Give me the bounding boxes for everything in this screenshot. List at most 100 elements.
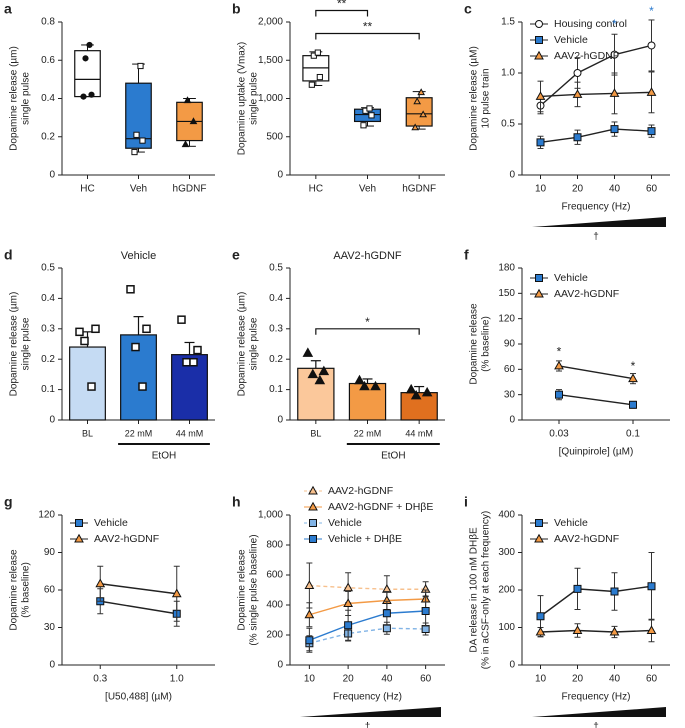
series-marker: [646, 625, 657, 634]
x-axis-label: [Quinpirole] (µM): [559, 447, 634, 458]
significance-label: **: [363, 20, 373, 34]
y-tick-label: 1.0: [501, 68, 515, 79]
panel-letter: h: [232, 494, 241, 510]
y-tick-label: 0.5: [501, 119, 515, 130]
data-point: [183, 96, 192, 104]
legend-marker: [74, 533, 84, 543]
panel-letter: e: [232, 247, 240, 263]
panel-letter: f: [464, 247, 469, 263]
series-marker: [536, 138, 545, 147]
series-marker: [304, 609, 315, 619]
legend-marker: [308, 501, 318, 511]
series-marker: [572, 89, 583, 98]
data-point: [139, 137, 146, 144]
legend-label: AAV2-hGDNF + DHβE: [328, 501, 433, 513]
x-tick-label: 20: [572, 674, 584, 685]
legend-label: Vehicle: [554, 272, 588, 284]
group-label: EtOH: [152, 451, 176, 462]
y-tick-label: 0.3: [269, 323, 283, 334]
y-tick-label: 400: [498, 510, 515, 521]
panel-letter: g: [4, 494, 13, 510]
legend-marker: [534, 533, 544, 543]
legend-marker: [309, 519, 317, 527]
series-marker: [610, 587, 619, 596]
y-tick-label: 150: [498, 288, 515, 299]
data-point: [189, 357, 198, 367]
series-marker: [344, 621, 353, 630]
y-tick-label: 300: [498, 547, 515, 558]
x-tick-label: Veh: [359, 184, 376, 195]
series-line: [558, 393, 634, 406]
series-marker: [572, 625, 583, 634]
legend-label: Vehicle: [94, 517, 128, 529]
series-marker: [421, 607, 430, 615]
series-marker: [535, 626, 546, 636]
data-point: [86, 41, 93, 49]
legend-label: Vehicle: [554, 517, 588, 529]
y-tick-label: 30: [44, 622, 56, 633]
x-tick-label: BL: [82, 428, 93, 438]
legend-label: AAV2-hGDNF: [554, 288, 619, 300]
significance-bracket: [315, 9, 369, 17]
data-point: [314, 374, 326, 385]
legend-label: Housing control: [554, 18, 627, 30]
x-tick-label: 60: [420, 674, 432, 685]
legend-label: AAV2-hGDNF: [94, 533, 159, 545]
series-line: [540, 585, 652, 617]
y-tick-label: 400: [266, 600, 283, 611]
y-tick-label: 0: [49, 170, 55, 181]
y-tick-label: 1,000: [258, 93, 283, 104]
significance-label: *: [631, 359, 636, 373]
y-axis-label: Dopamine release (µm): [9, 46, 20, 151]
x-axis-label: [U50,488] (µM): [105, 692, 172, 703]
x-tick-label: HC: [309, 184, 323, 195]
legend-marker: [535, 20, 543, 28]
y-tick-label: 0.1: [41, 384, 55, 395]
x-tick-label: 0.03: [549, 429, 569, 440]
box: [74, 50, 101, 98]
significance-bracket: [315, 32, 420, 40]
data-point: [177, 315, 186, 324]
legend-marker: [535, 519, 543, 527]
data-point: [88, 91, 95, 98]
y-tick-label: 0.8: [41, 17, 55, 28]
series-line: [100, 600, 177, 615]
significance-label: *: [612, 17, 617, 31]
legend-label: AAV2-hGDNF: [328, 485, 393, 497]
data-point: [126, 285, 135, 294]
y-axis-label: single pulse: [249, 317, 260, 370]
y-tick-label: 600: [266, 570, 283, 581]
panel-letter: d: [4, 247, 13, 263]
y-tick-label: 30: [504, 389, 516, 400]
data-point: [131, 148, 138, 156]
y-tick-label: 0: [509, 660, 515, 671]
significance-label: **: [337, 0, 347, 11]
data-point: [405, 383, 417, 394]
data-point: [368, 112, 375, 119]
y-tick-label: 0.5: [41, 263, 55, 274]
series-marker: [628, 373, 638, 383]
series-marker: [382, 609, 391, 618]
y-tick-label: 200: [498, 585, 515, 596]
data-point: [80, 336, 89, 346]
data-point: [359, 380, 370, 391]
dagger: †: [593, 232, 599, 243]
dagger: †: [365, 722, 371, 728]
y-tick-label: 100: [498, 622, 515, 633]
x-tick-label: 44 mM: [405, 428, 433, 438]
y-axis-label: Dopamine release (µM): [469, 46, 480, 151]
y-tick-label: 0: [49, 415, 55, 426]
data-point: [193, 345, 202, 355]
legend-label: AAV2-hGDNF: [554, 533, 619, 545]
series-marker: [171, 588, 182, 598]
data-point: [413, 97, 422, 105]
panel-title: AAV2-hGDNF: [333, 250, 402, 262]
significance-label: *: [557, 345, 562, 359]
series-line: [540, 91, 652, 98]
legend-label: AAV2-hGDNF: [554, 50, 619, 62]
x-tick-label: 22 mM: [354, 428, 382, 438]
series-marker: [536, 612, 545, 621]
series-line: [100, 583, 177, 595]
y-tick-label: 500: [266, 131, 283, 142]
legend-marker: [308, 485, 318, 495]
